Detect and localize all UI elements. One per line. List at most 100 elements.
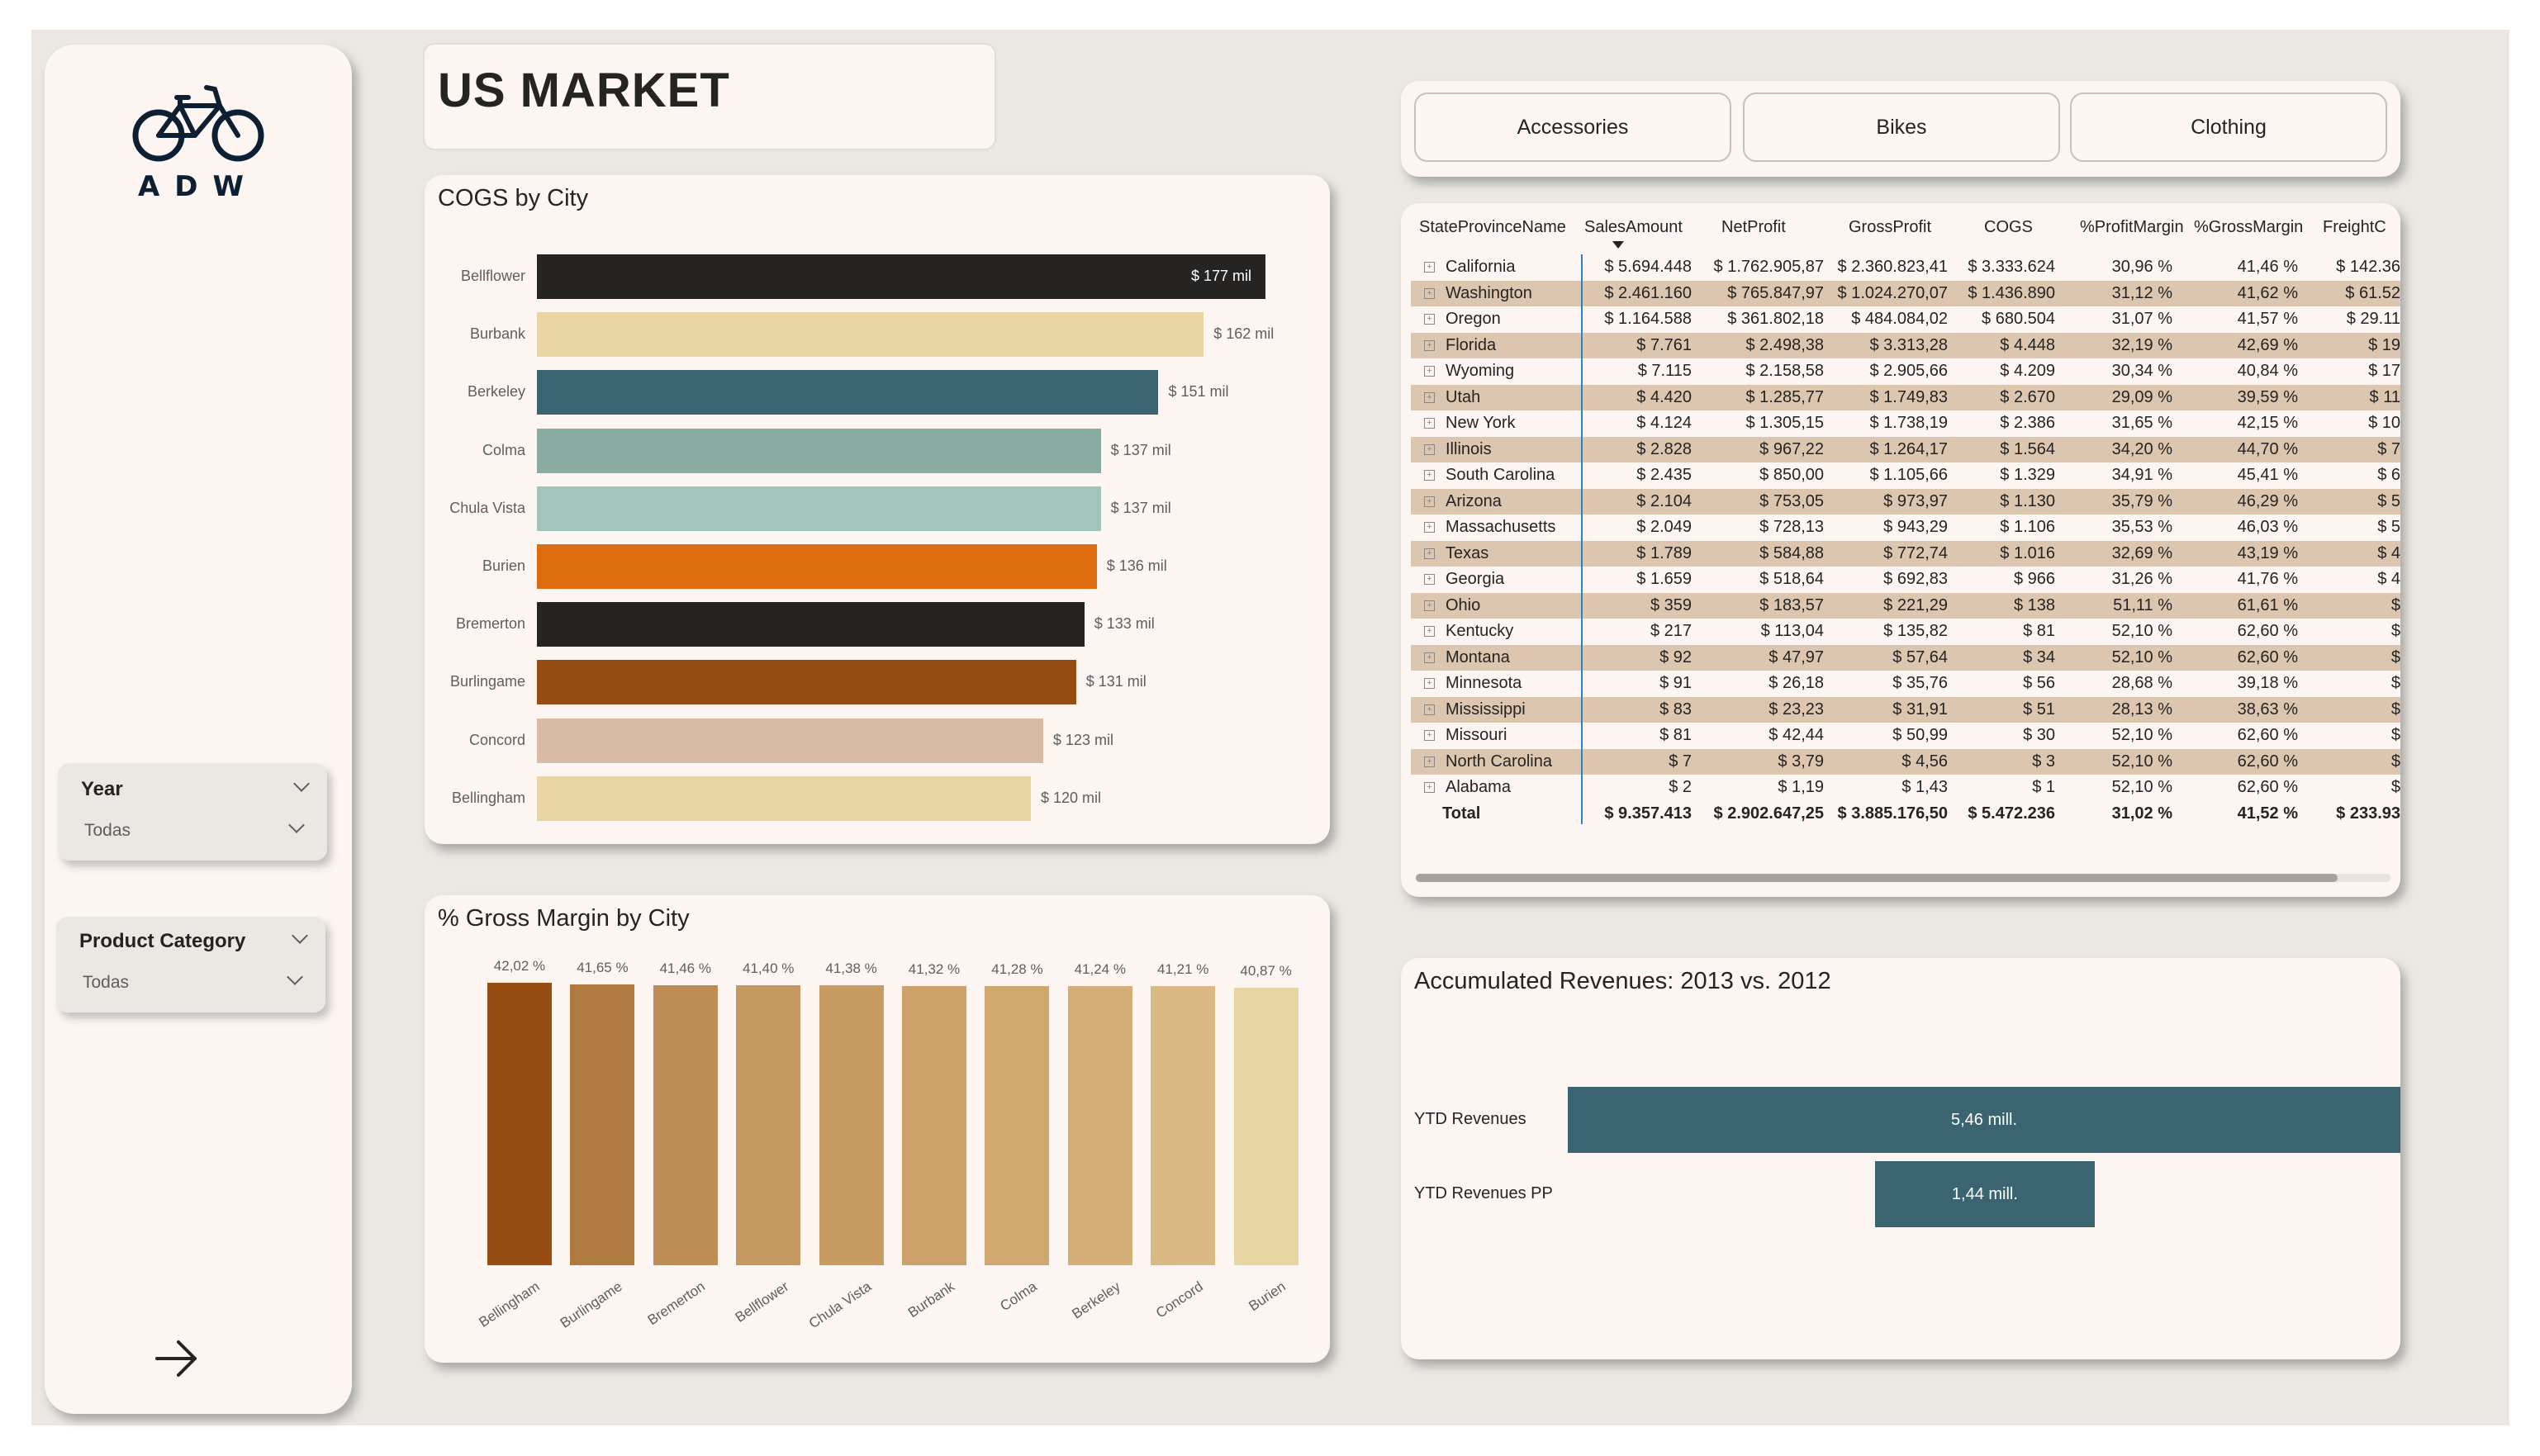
column-header[interactable]: NetProfit (1721, 218, 1786, 236)
margin-column[interactable] (653, 984, 718, 1265)
table-row[interactable]: + North Carolina $ 7 $ 3,79 $ 4,56 $ 3 52,10 %… (1411, 748, 2400, 775)
expand-icon[interactable]: + (1424, 339, 1435, 351)
cogs-bar[interactable] (537, 602, 1085, 647)
revenue-bar[interactable]: 5,46 mill. (1568, 1087, 2400, 1153)
table-row[interactable]: + Minnesota $ 91 $ 26,18 $ 35,76 $ 56 28,68 % 3… (1411, 671, 2400, 696)
expand-icon[interactable]: + (1424, 366, 1435, 377)
column-header[interactable]: StateProvinceName (1419, 218, 1566, 236)
table-row[interactable]: + Wyoming $ 7.115 $ 2.158,58 $ 2.905,66 $ 4.2… (1411, 358, 2400, 384)
table-row[interactable]: + Ohio $ 359 $ 183,57 $ 221,29 $ 138 51,11 % 61… (1411, 592, 2400, 619)
margin-column[interactable] (1067, 986, 1132, 1265)
column-header[interactable]: FreightC (2323, 218, 2386, 236)
table-row[interactable]: Bellflower $ 177 mil (425, 254, 1330, 299)
cogs-bar[interactable] (537, 718, 1043, 763)
chevron-down-icon[interactable] (287, 969, 303, 985)
margin-column[interactable] (985, 985, 1050, 1265)
table-row[interactable]: + Texas $ 1.789 $ 584,88 $ 772,74 $ 1.016 32,6… (1411, 540, 2400, 567)
table-row[interactable]: Burlingame $ 131 mil (425, 660, 1330, 705)
expand-icon[interactable]: + (1424, 704, 1435, 715)
chevron-down-icon[interactable] (293, 775, 310, 792)
column-header[interactable]: GrossProfit (1849, 218, 1932, 236)
product-category-slicer-value[interactable]: Todas (83, 973, 130, 992)
clothing-button[interactable]: Clothing (2070, 92, 2387, 162)
expand-icon[interactable]: + (1424, 548, 1435, 559)
table-row[interactable]: Burien $ 136 mil (425, 544, 1330, 589)
accumulated-revenues-chart[interactable]: Accumulated Revenues: 2013 vs. 2012 YTD … (1401, 958, 2400, 1359)
margin-column[interactable] (902, 985, 966, 1265)
cogs-bar[interactable] (537, 544, 1097, 589)
cogs-by-city-chart[interactable]: COGS by City Bellflower $ 177 mil Burbank $… (425, 175, 1330, 844)
expand-icon[interactable]: + (1424, 443, 1435, 455)
expand-icon[interactable]: + (1424, 756, 1435, 767)
table-row[interactable]: Burbank $ 162 mil (425, 312, 1330, 358)
expand-icon[interactable]: + (1424, 391, 1435, 403)
column-header[interactable]: %GrossMargin (2194, 218, 2304, 236)
table-row[interactable]: Concord $ 123 mil (425, 718, 1330, 763)
margin-column[interactable] (736, 985, 801, 1265)
table-row[interactable]: + South Carolina $ 2.435 $ 850,00 $ 1.105,66… (1411, 462, 2400, 488)
state-matrix-table[interactable]: StateProvinceName SalesAmount NetProfit Gro… (1401, 203, 2400, 897)
cogs-bar[interactable] (537, 486, 1101, 531)
expand-icon[interactable]: + (1424, 522, 1435, 533)
table-row[interactable]: + Massachusetts $ 2.049 $ 728,13 $ 943,29 $ 1… (1411, 515, 2400, 540)
bikes-button[interactable]: Bikes (1743, 92, 2060, 162)
cogs-bar[interactable] (537, 428, 1101, 473)
table-row[interactable]: + Kentucky $ 217 $ 113,04 $ 135,82 $ 81 52,10 … (1411, 619, 2400, 644)
expand-icon[interactable]: + (1424, 626, 1435, 637)
expand-icon[interactable]: + (1424, 782, 1435, 793)
table-row[interactable]: Bellingham $ 120 mil (425, 775, 1330, 821)
margin-column[interactable] (487, 983, 552, 1265)
table-row[interactable]: + Alabama $ 2 $ 1,19 $ 1,43 $ 1 52,10 % 62,60 %… (1411, 775, 2400, 800)
column-header[interactable]: %ProfitMargin (2080, 218, 2184, 236)
revenue-bar[interactable]: 1,44 mill. (1875, 1161, 2095, 1227)
expand-icon[interactable]: + (1424, 600, 1435, 611)
cogs-bar[interactable] (537, 370, 1159, 415)
cogs-bar[interactable] (537, 775, 1031, 821)
column-header[interactable]: SalesAmount (1584, 218, 1683, 236)
table-row[interactable]: + Washington $ 2.461.160 $ 765.847,97 $ 1.02… (1411, 280, 2400, 306)
table-row[interactable]: + Georgia $ 1.659 $ 518,64 $ 692,83 $ 966 31,2… (1411, 567, 2400, 592)
sort-descending-icon[interactable] (1612, 241, 1624, 249)
table-row[interactable]: + Illinois $ 2.828 $ 967,22 $ 1.264,17 $ 1.56… (1411, 436, 2400, 462)
expand-icon[interactable]: + (1424, 314, 1435, 325)
table-row[interactable]: Colma $ 137 mil (425, 428, 1330, 473)
table-row[interactable]: + Utah $ 4.420 $ 1.285,77 $ 1.749,83 $ 2.670 2… (1411, 384, 2400, 410)
year-slicer-value[interactable]: Todas (84, 821, 131, 840)
column-header[interactable]: COGS (1984, 218, 2033, 236)
table-row[interactable]: + California $ 5.694.448 $ 1.762.905,87 $ 2.… (1411, 254, 2400, 280)
year-slicer[interactable]: Year Todas (58, 763, 327, 861)
cogs-bar[interactable] (537, 660, 1076, 705)
expand-icon[interactable]: + (1424, 678, 1435, 689)
table-row[interactable]: + Arizona $ 2.104 $ 753,05 $ 973,97 $ 1.130 35… (1411, 488, 2400, 515)
margin-column[interactable] (1233, 987, 1298, 1265)
cogs-bar[interactable] (537, 254, 1265, 299)
horizontal-scrollbar-thumb[interactable] (1416, 874, 2338, 882)
table-row[interactable]: Chula Vista $ 137 mil (425, 486, 1330, 531)
expand-icon[interactable]: + (1424, 418, 1435, 429)
margin-column[interactable] (1151, 986, 1216, 1265)
table-row[interactable]: + Missouri $ 81 $ 42,44 $ 50,99 $ 30 52,10 % 62… (1411, 723, 2400, 748)
table-row[interactable]: + Oregon $ 1.164.588 $ 361.802,18 $ 484.084,… (1411, 306, 2400, 332)
table-row[interactable]: + Mississippi $ 83 $ 23,23 $ 31,91 $ 51 28,13 … (1411, 696, 2400, 723)
arrow-right-icon[interactable] (154, 1338, 200, 1379)
expand-icon[interactable]: + (1424, 287, 1435, 299)
expand-icon[interactable]: + (1424, 496, 1435, 507)
margin-column[interactable] (570, 984, 635, 1265)
expand-icon[interactable]: + (1424, 262, 1435, 273)
accessories-button[interactable]: Accessories (1414, 92, 1731, 162)
expand-icon[interactable]: + (1424, 652, 1435, 663)
margin-column[interactable] (819, 985, 884, 1265)
table-row[interactable]: + Florida $ 7.761 $ 2.498,38 $ 3.313,28 $ 4.4… (1411, 332, 2400, 358)
expand-icon[interactable]: + (1424, 574, 1435, 585)
gross-margin-by-city-chart[interactable]: % Gross Margin by City 42,02 % Bellingham… (425, 895, 1330, 1363)
chevron-down-icon[interactable] (288, 817, 305, 833)
expand-icon[interactable]: + (1424, 470, 1435, 481)
chevron-down-icon[interactable] (292, 927, 308, 944)
expand-icon[interactable]: + (1424, 730, 1435, 741)
cogs-bar[interactable] (537, 312, 1204, 358)
table-row[interactable]: Bremerton $ 133 mil (425, 602, 1330, 647)
product-category-slicer[interactable]: Product Category Todas (56, 917, 325, 1013)
table-row[interactable]: + Montana $ 92 $ 47,97 $ 57,64 $ 34 52,10 % 62,… (1411, 644, 2400, 671)
table-row[interactable]: Berkeley $ 151 mil (425, 370, 1330, 415)
table-row[interactable]: + New York $ 4.124 $ 1.305,15 $ 1.738,19 $ 2.… (1411, 410, 2400, 436)
